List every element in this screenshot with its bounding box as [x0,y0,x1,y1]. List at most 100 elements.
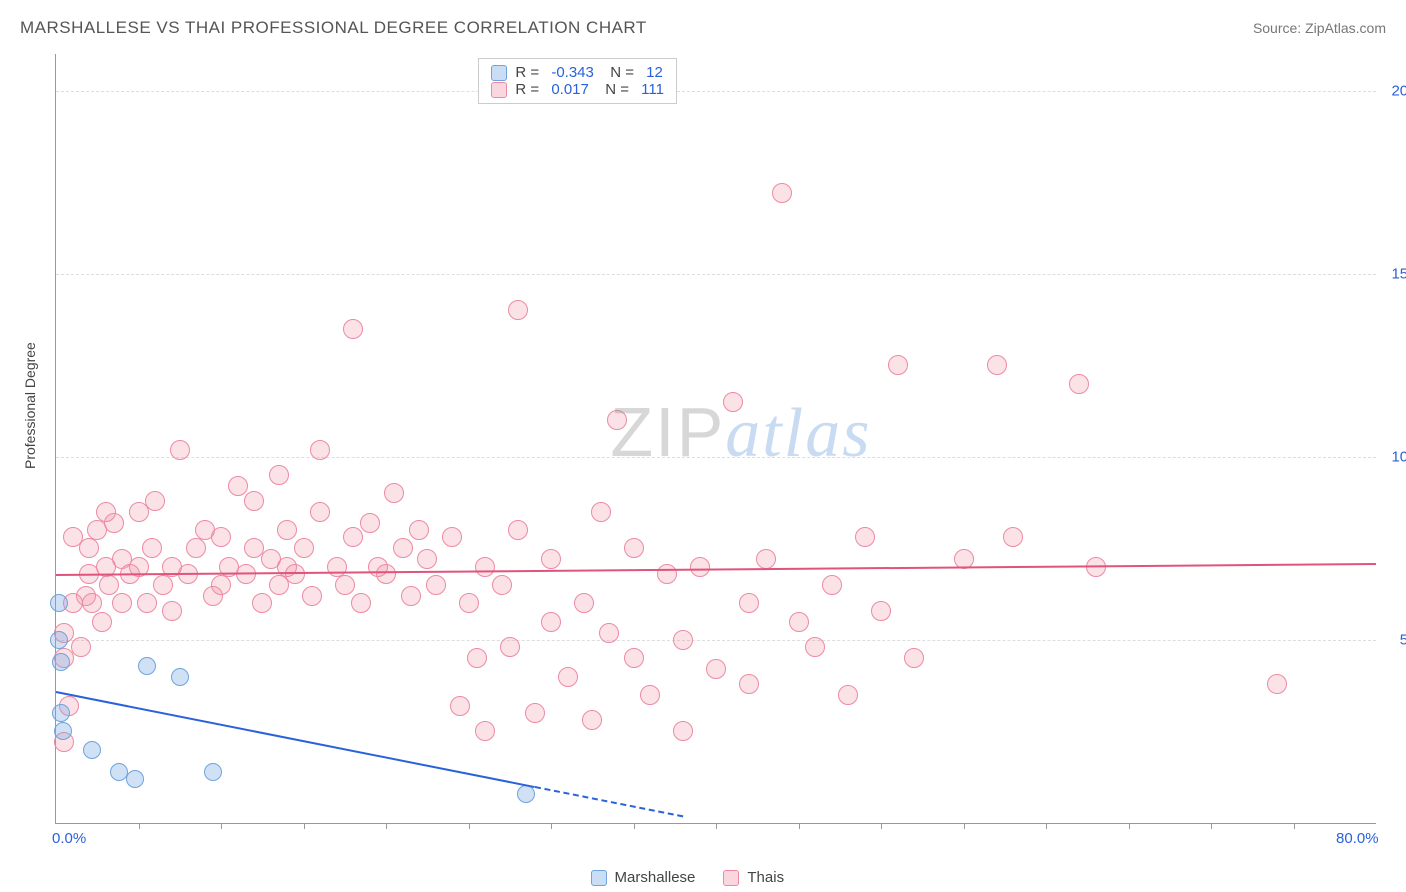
xtick-mark [551,823,552,829]
thais-point [805,637,825,657]
thais-point [104,513,124,533]
thais-point [558,667,578,687]
thais-point [252,593,272,613]
marshallese-point [52,704,70,722]
marshallese-point [52,653,70,671]
legend-label-marshallese: Marshallese [615,869,696,886]
thais-point [624,648,644,668]
marshallese-point [110,763,128,781]
xtick-mark [1046,823,1047,829]
marshallese-point [83,741,101,759]
thais-point [393,538,413,558]
stats-row-thais: R = 0.017 N = 111 [491,81,664,98]
thais-point [1069,374,1089,394]
legend-item-marshallese: Marshallese [591,869,696,886]
xtick-mark [1294,823,1295,829]
xtick-label: 0.0% [52,830,86,847]
thais-point [888,355,908,375]
thais-point [442,527,462,547]
thais-point [162,601,182,621]
thais-point [739,593,759,613]
marshallese-point [50,594,68,612]
thais-point [310,440,330,460]
thais-point [79,538,99,558]
thais-point [384,483,404,503]
thais-point [574,593,594,613]
thais-point [772,183,792,203]
ytick-label: 20.0% [1391,82,1406,99]
xtick-mark [634,823,635,829]
chart-header: MARSHALLESE VS THAI PROFESSIONAL DEGREE … [0,0,1406,46]
thais-point [673,721,693,741]
thais-point [508,520,528,540]
thais-point [624,538,644,558]
xtick-mark [221,823,222,829]
thais-point [277,520,297,540]
thais-point [467,648,487,668]
thais-point [450,696,470,716]
thais-point [492,575,512,595]
correlation-stats-box: R = -0.343 N = 12 R = 0.017 N = 111 [478,58,677,104]
thais-point [723,392,743,412]
source-label: Source: ZipAtlas.com [1253,20,1386,36]
thais-point [541,612,561,632]
thais-point [351,593,371,613]
xtick-mark [139,823,140,829]
thais-point [137,593,157,613]
thais-point [92,612,112,632]
swatch-pink-icon [491,82,507,98]
xtick-mark [964,823,965,829]
r-value-thais: 0.017 [551,81,589,98]
ytick-label: 5.0% [1400,631,1406,648]
thais-point [376,564,396,584]
thais-point [690,557,710,577]
thais-point [269,465,289,485]
thais-point [401,586,421,606]
thais-point [82,593,102,613]
legend-item-thais: Thais [723,869,784,886]
xtick-mark [1211,823,1212,829]
marshallese-point [138,657,156,675]
marshallese-point [171,668,189,686]
n-value-marshallese: 12 [646,64,663,81]
thais-point [145,491,165,511]
xtick-mark [881,823,882,829]
thais-point [426,575,446,595]
thais-point [228,476,248,496]
marshallese-point [54,722,72,740]
marshallese-point [204,763,222,781]
grid-line [56,274,1376,275]
thais-point [987,355,1007,375]
thais-point [1003,527,1023,547]
thais-point [112,593,132,613]
thais-point [855,527,875,547]
thais-point [871,601,891,621]
grid-line [56,640,1376,641]
thais-point [525,703,545,723]
thais-point [607,410,627,430]
xtick-mark [716,823,717,829]
thais-point [599,623,619,643]
marshallese-point [50,631,68,649]
thais-point [475,721,495,741]
thais-point [186,538,206,558]
thais-point [360,513,380,533]
legend-swatch-pink-icon [723,870,739,886]
thais-point [673,630,693,650]
thais-point [508,300,528,320]
thais-point [343,319,363,339]
xtick-mark [304,823,305,829]
r-value-marshallese: -0.343 [551,64,594,81]
thais-point [335,575,355,595]
thais-point [343,527,363,547]
thais-point [211,575,231,595]
thais-point [904,648,924,668]
thais-point [99,575,119,595]
thais-point [302,586,322,606]
thais-point [475,557,495,577]
thais-point [1267,674,1287,694]
thais-point [294,538,314,558]
thais-point [789,612,809,632]
n-value-thais: 111 [641,81,664,98]
thais-point [244,491,264,511]
